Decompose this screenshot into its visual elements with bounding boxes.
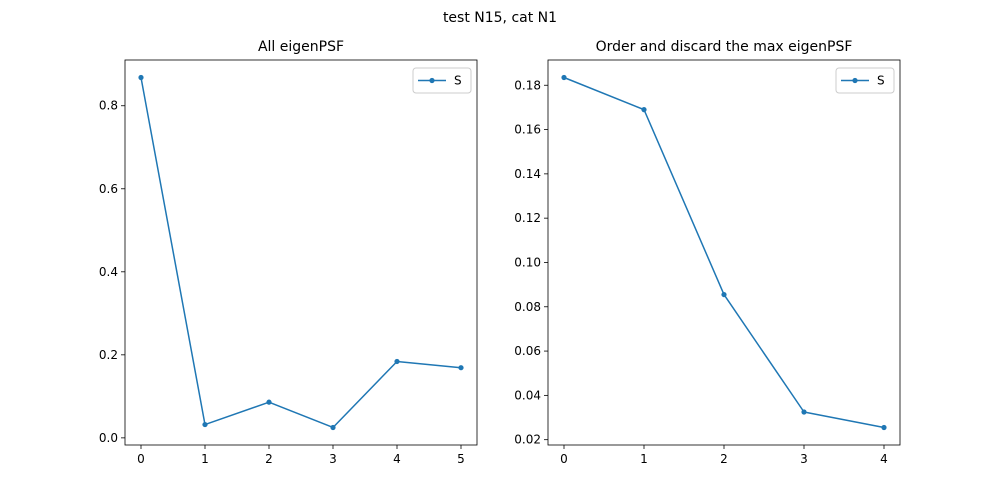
data-point — [202, 421, 208, 428]
data-point — [458, 365, 464, 371]
x-tick-label: 2 — [265, 452, 273, 466]
axes-frame — [124, 59, 478, 446]
x-tick-label: 5 — [457, 452, 465, 466]
subplot-title: Order and discard the max eigenPSF — [596, 39, 853, 55]
y-tick-label: 0.12 — [514, 211, 541, 225]
data-point — [561, 74, 567, 81]
subplot-title: All eigenPSF — [258, 39, 344, 55]
y-tick-label: 0.18 — [514, 78, 541, 92]
legend-label: S — [877, 74, 885, 88]
x-tick-label: 4 — [393, 452, 401, 466]
data-point — [801, 409, 807, 415]
series-line-S — [563, 76, 885, 429]
data-point — [721, 291, 727, 298]
axes-frame — [547, 59, 901, 446]
y-tick-label: 0.14 — [514, 167, 541, 181]
series-line-S — [140, 77, 462, 429]
legend-marker — [852, 77, 858, 84]
y-tick-label: 0.02 — [514, 433, 541, 447]
x-tick-label: 1 — [640, 452, 648, 466]
y-tick-label: 0.6 — [99, 182, 118, 196]
x-tick-label: 0 — [560, 452, 568, 466]
y-tick-label: 0.06 — [514, 344, 541, 358]
legend: S — [412, 67, 472, 94]
y-tick-label: 0.4 — [99, 265, 118, 279]
subplot-2: Order and discard the max eigenPSF 0 1 2 3 4 0… — [514, 39, 901, 466]
y-tick-label: 0.10 — [514, 255, 541, 269]
y-tick-label: 0.0 — [99, 431, 118, 445]
y-tick-label: 0.08 — [514, 300, 541, 314]
y-tick-label: 0.04 — [514, 388, 541, 402]
data-point — [881, 424, 887, 431]
x-tick-label: 4 — [880, 452, 888, 466]
x-tick-label: 3 — [329, 452, 337, 466]
data-point — [641, 107, 647, 113]
x-tick-label: 2 — [720, 452, 728, 466]
subplot-1: All eigenPSF 0 1 2 3 4 5 0.0 0.2 0.4 0.6 0.8 S — [99, 39, 478, 466]
data-point — [394, 358, 400, 365]
data-point — [330, 424, 336, 431]
x-tick-label: 3 — [800, 452, 808, 466]
legend: S — [835, 67, 895, 94]
x-tick-label: 0 — [137, 452, 145, 466]
figure-suptitle: test N15, cat N1 — [443, 10, 557, 26]
data-point — [266, 399, 272, 405]
y-tick-label: 0.2 — [99, 348, 118, 362]
x-tick-label: 1 — [201, 452, 209, 466]
legend-label: S — [454, 74, 462, 88]
y-tick-label: 0.8 — [99, 99, 118, 113]
legend-marker — [429, 77, 435, 84]
data-point — [138, 74, 144, 81]
y-tick-label: 0.16 — [514, 123, 541, 137]
